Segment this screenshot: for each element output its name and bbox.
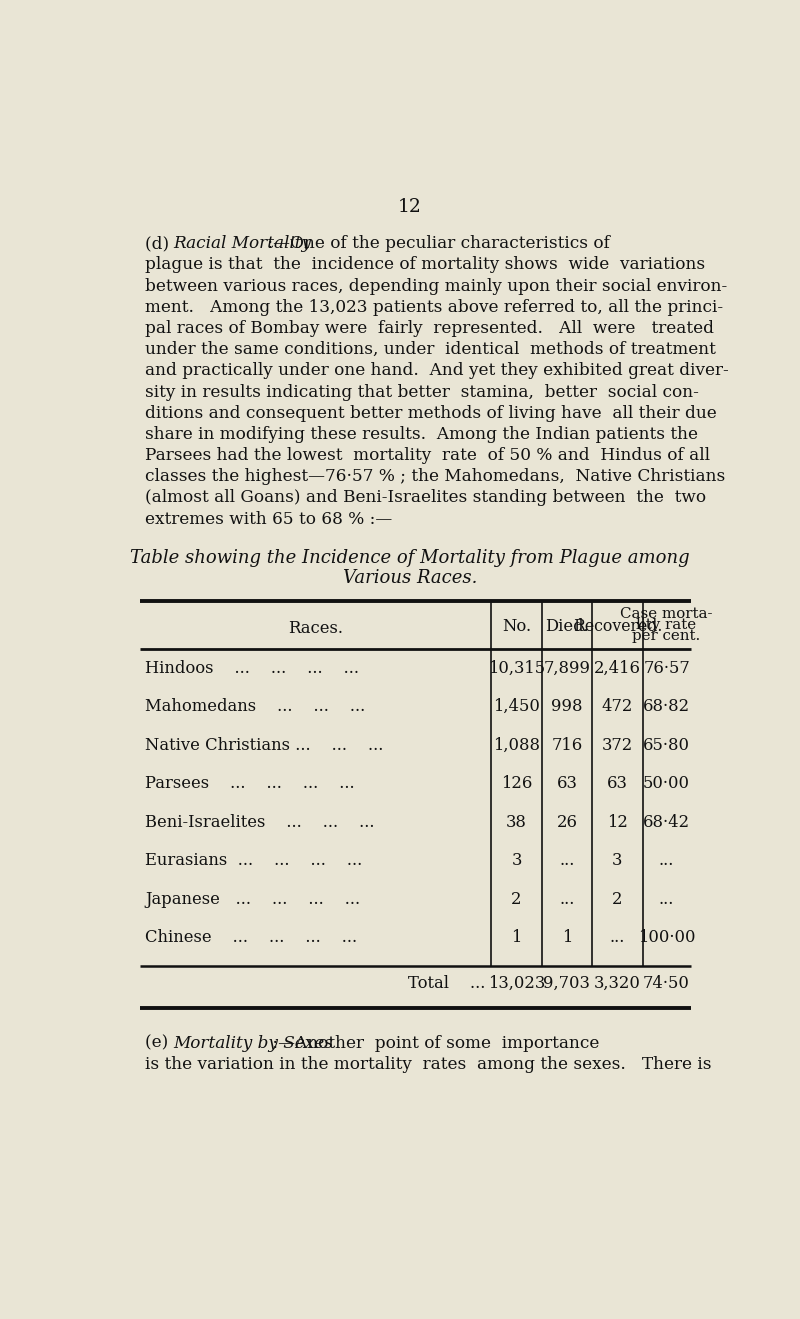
Text: 3: 3 bbox=[612, 852, 622, 869]
Text: 26: 26 bbox=[557, 814, 578, 831]
Text: 68·42: 68·42 bbox=[643, 814, 690, 831]
Text: 63: 63 bbox=[557, 776, 578, 791]
Text: Racial Mortality: Racial Mortality bbox=[173, 235, 311, 252]
Text: Japanese   ...    ...    ...    ...: Japanese ... ... ... ... bbox=[145, 890, 360, 907]
Text: 9,703: 9,703 bbox=[543, 975, 590, 992]
Text: ...: ... bbox=[610, 929, 625, 946]
Text: Parsees    ...    ...    ...    ...: Parsees ... ... ... ... bbox=[145, 776, 354, 791]
Text: 68·82: 68·82 bbox=[643, 698, 690, 715]
Text: 13,023: 13,023 bbox=[488, 975, 545, 992]
Text: 126: 126 bbox=[501, 776, 532, 791]
Text: 472: 472 bbox=[602, 698, 633, 715]
Text: 63: 63 bbox=[607, 776, 628, 791]
Text: Races.: Races. bbox=[288, 620, 343, 637]
Text: ment.   Among the 13,023 patients above referred to, all the princi-: ment. Among the 13,023 patients above re… bbox=[145, 299, 723, 315]
Text: 1: 1 bbox=[562, 929, 572, 946]
Text: sity in results indicating that better  stamina,  better  social con-: sity in results indicating that better s… bbox=[145, 384, 699, 401]
Text: Hindoos    ...    ...    ...    ...: Hindoos ... ... ... ... bbox=[145, 660, 359, 677]
Text: is the variation in the mortality  rates  among the sexes.   There is: is the variation in the mortality rates … bbox=[145, 1055, 711, 1072]
Text: Recovered.: Recovered. bbox=[573, 619, 662, 634]
Text: between various races, depending mainly upon their social environ-: between various races, depending mainly … bbox=[145, 277, 727, 294]
Text: 1,088: 1,088 bbox=[493, 736, 540, 753]
Text: Chinese    ...    ...    ...    ...: Chinese ... ... ... ... bbox=[145, 929, 357, 946]
Text: 10,315: 10,315 bbox=[488, 660, 545, 677]
Text: under the same conditions, under  identical  methods of treatment: under the same conditions, under identic… bbox=[145, 342, 716, 359]
Text: ...: ... bbox=[559, 852, 574, 869]
Text: :—Another  point of some  importance: :—Another point of some importance bbox=[267, 1034, 600, 1051]
Text: 3: 3 bbox=[511, 852, 522, 869]
Text: classes the highest—76·57 % ; the Mahomedans,  Native Christians: classes the highest—76·57 % ; the Mahome… bbox=[145, 468, 726, 485]
Text: plague is that  the  incidence of mortality shows  wide  variations: plague is that the incidence of mortalit… bbox=[145, 256, 705, 273]
Text: Case morta-: Case morta- bbox=[620, 607, 713, 621]
Text: Died.: Died. bbox=[545, 619, 589, 634]
Text: 998: 998 bbox=[551, 698, 582, 715]
Text: 12: 12 bbox=[607, 814, 628, 831]
Text: Total    ...: Total ... bbox=[408, 975, 485, 992]
Text: (almost all Goans) and Beni-Israelites standing between  the  two: (almost all Goans) and Beni-Israelites s… bbox=[145, 489, 706, 506]
Text: Mortality by Sexes: Mortality by Sexes bbox=[173, 1034, 333, 1051]
Text: :—One of the peculiar characteristics of: :—One of the peculiar characteristics of bbox=[262, 235, 610, 252]
Text: and practically under one hand.  And yet they exhibited great diver-: and practically under one hand. And yet … bbox=[145, 363, 729, 380]
Text: Mahomedans    ...    ...    ...: Mahomedans ... ... ... bbox=[145, 698, 365, 715]
Text: lity rate: lity rate bbox=[637, 619, 697, 632]
Text: Table showing the Incidence of Mortality from Plague among: Table showing the Incidence of Mortality… bbox=[130, 549, 690, 567]
Text: ...: ... bbox=[659, 890, 674, 907]
Text: 76·57: 76·57 bbox=[643, 660, 690, 677]
Text: (e): (e) bbox=[145, 1034, 184, 1051]
Text: 2: 2 bbox=[612, 890, 622, 907]
Text: 12: 12 bbox=[398, 198, 422, 216]
Text: 2: 2 bbox=[511, 890, 522, 907]
Text: share in modifying these results.  Among the Indian patients the: share in modifying these results. Among … bbox=[145, 426, 698, 443]
Text: 65·80: 65·80 bbox=[643, 736, 690, 753]
Text: per cent.: per cent. bbox=[632, 629, 701, 642]
Text: (d): (d) bbox=[145, 235, 185, 252]
Text: Native Christians ...    ...    ...: Native Christians ... ... ... bbox=[145, 736, 383, 753]
Text: 372: 372 bbox=[602, 736, 633, 753]
Text: 3,320: 3,320 bbox=[594, 975, 641, 992]
Text: 1,450: 1,450 bbox=[493, 698, 540, 715]
Text: extremes with 65 to 68 % :—: extremes with 65 to 68 % :— bbox=[145, 510, 392, 528]
Text: Eurasians  ...    ...    ...    ...: Eurasians ... ... ... ... bbox=[145, 852, 362, 869]
Text: ...: ... bbox=[659, 852, 674, 869]
Text: ditions and consequent better methods of living have  all their due: ditions and consequent better methods of… bbox=[145, 405, 717, 422]
Text: Parsees had the lowest  mortality  rate  of 50 % and  Hindus of all: Parsees had the lowest mortality rate of… bbox=[145, 447, 710, 464]
Text: Various Races.: Various Races. bbox=[343, 568, 477, 587]
Text: No.: No. bbox=[502, 619, 531, 634]
Text: 7,899: 7,899 bbox=[543, 660, 590, 677]
Text: 716: 716 bbox=[551, 736, 582, 753]
Text: pal races of Bombay were  fairly  represented.   All  were   treated: pal races of Bombay were fairly represen… bbox=[145, 321, 714, 336]
Text: Beni-Israelites    ...    ...    ...: Beni-Israelites ... ... ... bbox=[145, 814, 374, 831]
Text: 50·00: 50·00 bbox=[643, 776, 690, 791]
Text: 38: 38 bbox=[506, 814, 527, 831]
Text: 74·50: 74·50 bbox=[643, 975, 690, 992]
Text: 1: 1 bbox=[511, 929, 522, 946]
Text: ...: ... bbox=[559, 890, 574, 907]
Text: 100·00: 100·00 bbox=[638, 929, 695, 946]
Text: 2,416: 2,416 bbox=[594, 660, 641, 677]
